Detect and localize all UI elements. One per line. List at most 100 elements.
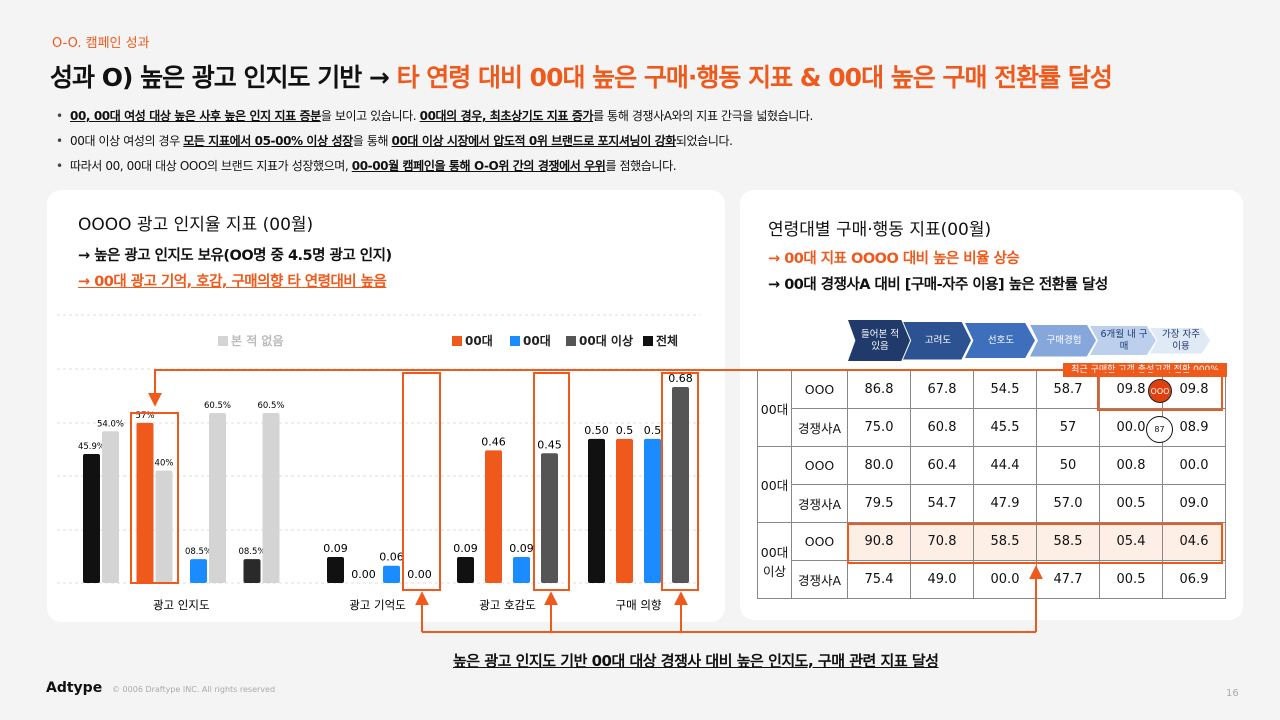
table-row: 00대 이상 OOO 90.8 70.8 58.5 58.5 05.4 04.6 [757,522,1226,599]
bar [102,431,119,583]
group-label: 00대 이상 [757,522,792,599]
table-row: 경쟁사A 79.5 54.7 47.9 57.0 00.5 09.0 [758,484,1226,523]
table-row: 경쟁사A 75.0 60.8 45.5 57 00.0 08.9 [758,408,1226,447]
bullet-text: 를 통해 경쟁사A와의 지표 간극을 넓혔습니다. [593,109,813,123]
x-tick-label: 광고 인지도 [153,598,210,612]
funnel-stage: 가장 자주 이용 [1150,327,1210,354]
highlight-box [533,372,570,591]
funnel-stage: 들어본 적 있음 [848,320,910,361]
table-cell: 44.4 [973,446,1037,485]
table-cell: 49.0 [910,560,974,599]
highlight-boxes [130,370,1223,591]
arrows [148,369,1063,633]
table-cell: 79.5 [847,484,911,523]
table-cell: 09.0 [1162,484,1226,523]
value-label: 08.5% [238,547,265,557]
table-cell: 47.9 [973,484,1037,523]
legend-swatch [452,336,462,346]
table-row: 경쟁사A 75.4 49.0 00.0 47.7 00.5 06.9 [758,560,1226,599]
table-cell: 45.5 [973,408,1037,447]
row-name: OOO [791,522,848,561]
value-label: 0.09 [323,542,348,555]
bullet-text: 를 점했습니다. [605,159,677,173]
table-cell: 75.0 [847,408,911,447]
row-name: 경쟁사A [791,484,848,523]
title-part: 성과 O) 높은 광고 인지도 기반 → [50,63,397,92]
legend-label: 00대 [465,334,493,348]
bar [588,438,605,583]
circle-mark: OOO [1148,379,1172,403]
value-label: 54.0% [97,419,124,429]
table-cell: 80.0 [847,446,911,485]
table-cell: 86.8 [847,370,911,409]
value-label: 0.45 [537,438,562,451]
table-cell: 00.0 [973,560,1037,599]
bullet: 따라서 00, 00대 대상 OOO의 브랜드 지표가 성장했으며, 00-00… [56,156,813,181]
bar [209,413,226,583]
x-tick-label: 구매 의향 [616,598,662,612]
left-card-title: OOOO 광고 인지율 지표 (00월) [78,215,314,235]
left-card-line: → 높은 광고 인지도 보유(OO명 중 4.5명 광고 인지) [78,248,392,264]
table-cell: 60.4 [910,446,974,485]
bar [383,565,400,583]
bar [672,387,689,583]
bar [616,438,633,583]
table-cell: 04.6 [1162,522,1226,561]
highlight-box [130,412,179,584]
highlight-box [402,372,441,591]
x-tick-label: 광고 호감도 [479,598,536,612]
bullet-text: 되었습니다. [675,134,733,148]
bullet: 00대 이상 여성의 경우 모든 지표에서 05-00% 이상 성장을 통해 0… [56,131,813,156]
table-cell: 58.5 [973,522,1037,561]
table-cell: 00.8 [1099,446,1163,485]
bar [83,454,100,583]
funnel-stage: 선호도 [965,323,1035,358]
page-number: 16 [1226,688,1239,699]
value-label: 0.46 [481,435,506,448]
table-cell: 57 [1036,408,1100,447]
value-label: 60.5% [257,401,284,411]
bar [457,557,474,583]
legend-label: 전체 [656,333,678,348]
table-cell: 54.7 [910,484,974,523]
value-label: 0.50 [584,424,609,437]
table-cell: 50 [1036,446,1100,485]
bullet-text: 을 통해 [352,134,392,148]
bullet-text: 00대 이상 시장에서 압도적 0위 브랜드로 포지셔닝이 강화 [391,134,677,148]
right-card-title: 연령대별 구매·행동 지표(00월) [768,220,992,240]
bullet-text: 따라서 00, 00대 대상 OOO의 브랜드 지표가 성장했으며, [70,159,352,173]
value-label: 60.5% [204,401,231,411]
bullet-text: 모든 지표에서 05-00% 이상 성장 [183,134,353,148]
value-label: 0.00 [407,568,432,581]
table-cell: 06.9 [1162,560,1226,599]
table-cell: 05.4 [1099,522,1163,561]
value-label: 40% [155,459,174,469]
table-cell: 90.8 [847,522,911,561]
value-label: 0.68 [668,372,693,385]
right-card-line: → 00대 지표 OOOO 대비 높은 비율 상승 [768,251,1020,267]
highlight-box [847,523,1223,564]
table-row: 00대 OOO 80.0 60.4 44.4 50 00.8 00.0 [757,446,1226,523]
highlight-box [1097,370,1223,411]
table-cell: 60.8 [910,408,974,447]
bullet: 00, 00대 여성 대상 높은 사후 높은 인지 지표 증분을 보이고 있습니… [56,106,813,131]
bar [327,557,344,583]
right-card-line: → 00대 경쟁사A 대비 [구매-자주 이용] 높은 전환률 달성 [768,277,1108,293]
row-name: 경쟁사A [791,560,848,599]
bar [485,450,502,583]
row-name: 경쟁사A [791,408,848,447]
section-tag: O-O. 캠페인 성과 [52,36,150,51]
plot: 본 적 없음 00대 00대 00대 이상 전체 45.9% 54.0% 57% 40% 08.5… [78,333,693,612]
value-label: 57% [136,411,155,421]
value-label: 0.00 [351,568,376,581]
bar [243,559,261,583]
table-cell: 00.5 [1099,484,1163,523]
table-cell: 00.0 [1162,446,1226,485]
table-cell: 58.5 [1036,522,1100,561]
highlight-box [661,372,699,591]
table-cell: 70.8 [910,522,974,561]
legend-label: 본 적 없음 [231,333,284,348]
value-label: 08.5% [185,547,212,557]
